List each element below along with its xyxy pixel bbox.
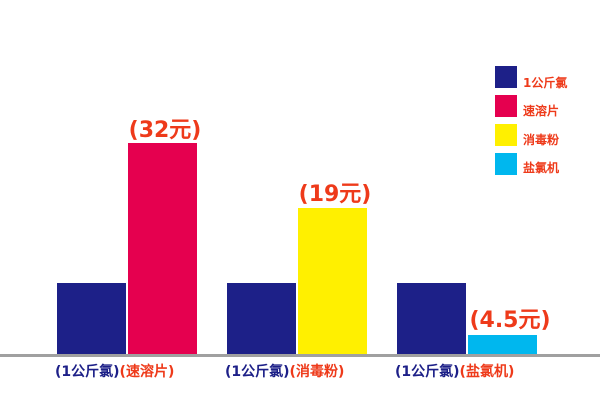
- value-label-1: (32元): [128, 118, 202, 143]
- baseline-axis: [0, 354, 600, 357]
- legend-label-3: 消毒粉: [523, 133, 560, 147]
- x-label-ref: (1公斤氯): [55, 364, 120, 380]
- bar-reference-1kg-chlorine: [57, 283, 126, 355]
- x-label-item: (消毒粉): [289, 364, 345, 380]
- legend-swatch-1: [495, 66, 517, 88]
- value-label-3: (4.5元): [469, 308, 551, 333]
- x-label-ref: (1公斤氯): [395, 364, 460, 380]
- bar-reference-1kg-chlorine: [397, 283, 466, 355]
- legend-label-2: 速溶片: [523, 104, 560, 118]
- x-label-item: (速溶片): [119, 364, 175, 380]
- x-label-group-3: (1公斤氯)(盐氯机): [395, 361, 514, 381]
- x-label-group-2: (1公斤氯)(消毒粉): [225, 361, 344, 381]
- x-label-ref: (1公斤氯): [225, 364, 290, 380]
- bar-1: [128, 143, 197, 355]
- legend-swatch-4: [495, 153, 517, 175]
- legend-label-4: 盐氯机: [523, 161, 560, 175]
- value-label-2: (19元): [298, 182, 372, 207]
- legend-swatch-3: [495, 124, 517, 146]
- legend-label-1: 1公斤氯: [523, 76, 568, 90]
- bar-2: [298, 208, 367, 355]
- x-label-item: (盐氯机): [459, 364, 515, 380]
- x-label-group-1: (1公斤氯)(速溶片): [55, 361, 174, 381]
- legend-swatch-2: [495, 95, 517, 117]
- bar-3: [468, 335, 537, 355]
- bar-reference-1kg-chlorine: [227, 283, 296, 355]
